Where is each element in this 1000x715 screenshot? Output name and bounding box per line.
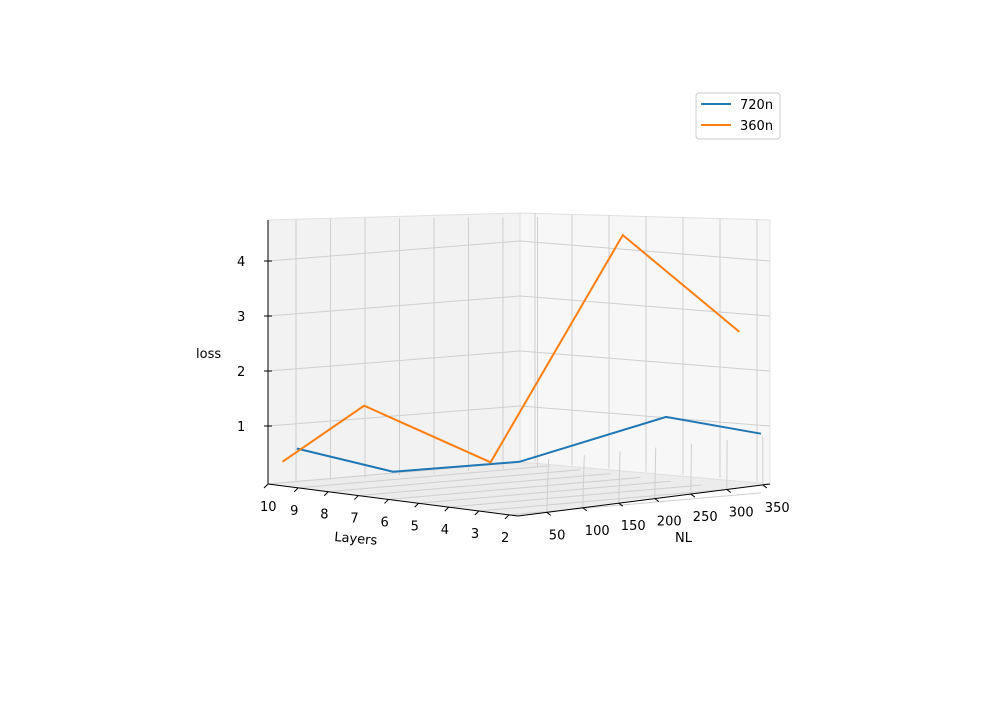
- grid-lines: [267, 213, 771, 516]
- y-tick-label: 100: [585, 524, 610, 539]
- y-tick-mark: [654, 498, 660, 503]
- y-tick-label: 350: [765, 501, 790, 516]
- floor-grid-line: [388, 476, 641, 500]
- y-tick-mark: [546, 511, 552, 516]
- x-tick-label: 7: [350, 512, 358, 527]
- x-axis-line: [267, 483, 519, 517]
- y-tick-mark: [690, 493, 696, 498]
- x-tick-label: 10: [260, 500, 277, 515]
- x-tick-mark: [354, 495, 359, 500]
- floor-grid-line: [508, 492, 762, 516]
- x-tick-mark: [384, 499, 389, 504]
- series-layer: [281, 233, 762, 473]
- legend-label-720n: 720n: [740, 98, 773, 113]
- wall-grid-line: [267, 350, 521, 372]
- x-tick-label: 6: [380, 515, 388, 530]
- x-tick-mark: [504, 514, 510, 520]
- wall-grid-line: [267, 295, 521, 317]
- wall-grid-line: [267, 240, 521, 262]
- floor-grid-line: [418, 480, 671, 504]
- floor-grid-line: [618, 451, 621, 504]
- z-tick-label: 1: [237, 420, 245, 435]
- y-tick-mark: [762, 484, 768, 489]
- y-axis-ticks: 50 100 150 200 250 300 350: [546, 484, 790, 543]
- wall-grid-line: [519, 240, 771, 262]
- left-pane: [267, 212, 521, 485]
- z-tick-label: 2: [237, 365, 245, 380]
- y-tick-label: 50: [549, 528, 566, 543]
- x-tick-label: 4: [441, 523, 449, 538]
- legend-label-360n: 360n: [740, 119, 773, 134]
- floor-grid-line: [690, 443, 692, 495]
- x-tick-mark: [323, 491, 329, 497]
- x-tick-mark: [474, 510, 480, 516]
- x-tick-mark: [444, 506, 450, 512]
- z-tick-label: 3: [237, 310, 245, 325]
- x-axis-label: Layers: [334, 530, 378, 549]
- y-tick-mark: [618, 502, 624, 507]
- x-tick-mark: [263, 483, 269, 489]
- y-tick-label: 200: [657, 515, 682, 530]
- y-tick-mark: [726, 489, 732, 493]
- floor-grid-line: [298, 465, 551, 489]
- y-tick-label: 300: [729, 505, 754, 520]
- x-tick-mark: [414, 502, 419, 508]
- x-tick-label: 9: [290, 504, 298, 519]
- y-axis-line: [517, 483, 771, 517]
- floor-grid-line: [582, 455, 585, 508]
- legend: 720n 360n: [695, 92, 781, 140]
- z-axis-ticks: 1 2 3 4: [237, 255, 272, 435]
- series-line-720n: [296, 415, 762, 473]
- floor-grid-line: [358, 473, 611, 497]
- floor-grid-line: [448, 484, 701, 508]
- floor-grid-line: [328, 469, 581, 493]
- x-tick-label: 5: [411, 519, 419, 534]
- x-tick-label: 2: [501, 531, 509, 546]
- floor-grid-line: [546, 458, 550, 513]
- y-tick-label: 150: [621, 519, 646, 534]
- x-axis-ticks: 10 9 8 7 6 5 4 3 2: [260, 483, 510, 546]
- floor-grid-line: [654, 447, 657, 499]
- series-line-360n: [281, 233, 741, 464]
- wall-grid-line: [519, 295, 771, 317]
- x-tick-mark: [293, 487, 299, 493]
- z-tick-label: 4: [237, 255, 245, 270]
- y-axis-label: NL: [675, 531, 693, 546]
- x-tick-label: 8: [320, 508, 328, 523]
- wall-grid-line: [519, 350, 771, 372]
- z-axis-label: loss: [196, 347, 221, 362]
- y-tick-label: 250: [693, 510, 718, 525]
- y-tick-mark: [582, 507, 588, 512]
- x-tick-label: 3: [471, 527, 479, 542]
- wall-grid-line: [267, 405, 521, 427]
- wall-grid-line: [519, 405, 771, 427]
- floor-grid-line: [478, 488, 731, 512]
